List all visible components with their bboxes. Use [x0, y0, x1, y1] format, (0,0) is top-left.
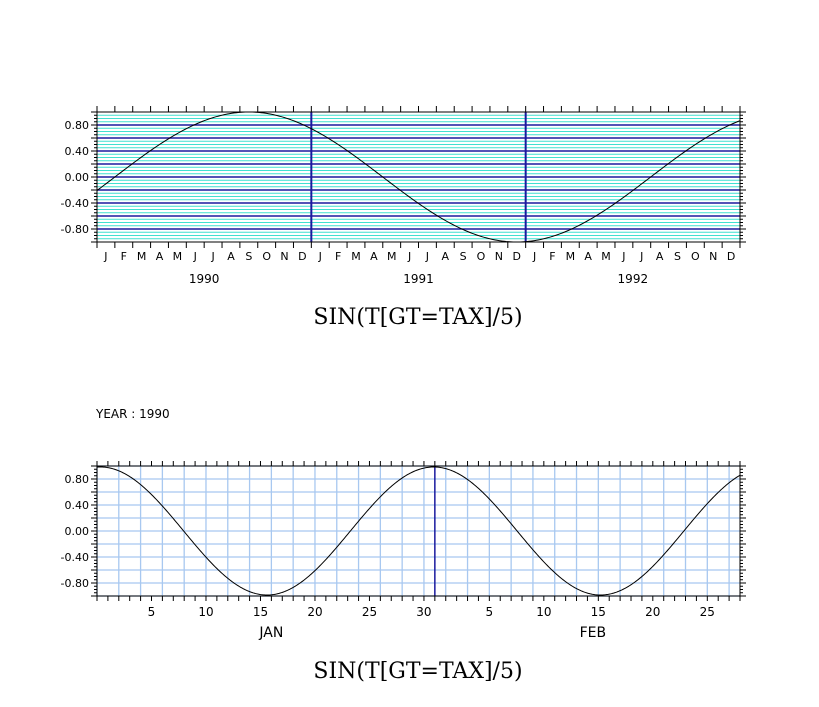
bottom-day-label: 25: [700, 605, 715, 619]
top-month-label: F: [335, 250, 341, 263]
top-month-label: J: [407, 250, 411, 263]
top-plot-frame: [96, 111, 741, 243]
bottom-y-tick-label: 0.00: [65, 525, 90, 538]
bottom-x-axis-month-labels: JAN FEB: [258, 625, 606, 641]
bottom-day-label: 10: [536, 605, 551, 619]
top-year-label: 1991: [403, 272, 434, 286]
top-month-label: S: [674, 250, 681, 263]
bottom-chart: YEAR : 1990 0.80 0.40 0.00 -0.40 -0.80 5 10 15…: [61, 407, 746, 684]
bottom-x-axis-day-labels: 5 10 15 20 25 30 5 10 15 20 25: [148, 605, 715, 619]
bottom-data-line: [96, 466, 741, 596]
bottom-y-axis-labels: 0.80 0.40 0.00 -0.40 -0.80: [61, 473, 89, 590]
top-month-label: D: [512, 250, 520, 263]
top-chart-title: SIN(T[GT=TAX]/5): [313, 305, 522, 330]
bottom-y-tick-label: 0.80: [65, 473, 90, 486]
top-month-label: J: [193, 250, 197, 263]
bottom-day-label: 15: [253, 605, 268, 619]
bottom-y-tick-label: 0.40: [65, 499, 90, 512]
bottom-y-tick-label: -0.80: [61, 577, 89, 590]
top-month-label: N: [280, 250, 288, 263]
top-month-label: M: [351, 250, 361, 263]
top-month-label: M: [387, 250, 397, 263]
top-y-axis-labels: 0.80 0.40 0.00 -0.40 -0.80: [61, 119, 89, 236]
bottom-day-label: 5: [486, 605, 494, 619]
top-y-tick-label: -0.40: [61, 197, 89, 210]
top-month-label: J: [621, 250, 625, 263]
top-y-tick-label: -0.80: [61, 223, 89, 236]
bottom-day-label: 5: [148, 605, 156, 619]
top-month-label: J: [210, 250, 214, 263]
top-month-label: O: [262, 250, 271, 263]
top-month-label: O: [691, 250, 700, 263]
top-month-label: J: [318, 250, 322, 263]
top-month-label: J: [639, 250, 643, 263]
top-month-label: N: [709, 250, 717, 263]
top-month-label: A: [370, 250, 378, 263]
bottom-day-label: 15: [591, 605, 606, 619]
bottom-day-label: 25: [362, 605, 377, 619]
top-month-label: A: [656, 250, 664, 263]
top-x-axis-year-labels: 1990 1991 1992: [189, 272, 648, 286]
top-y-tick-label: 0.40: [65, 145, 90, 158]
top-month-label: M: [566, 250, 576, 263]
bottom-month-label: JAN: [258, 625, 283, 641]
top-year-label: 1990: [189, 272, 220, 286]
bottom-y-tick-label: -0.40: [61, 551, 89, 564]
top-month-label: A: [584, 250, 592, 263]
bottom-day-label: 20: [307, 605, 322, 619]
top-month-label: O: [477, 250, 486, 263]
top-month-label: M: [173, 250, 183, 263]
top-month-label: F: [549, 250, 555, 263]
top-month-label: S: [245, 250, 252, 263]
bottom-ticks: [91, 461, 746, 601]
bottom-month-label: FEB: [580, 625, 607, 641]
top-year-label: 1992: [618, 272, 649, 286]
top-y-tick-label: 0.00: [65, 171, 90, 184]
top-month-label: D: [727, 250, 735, 263]
bottom-day-label: 10: [198, 605, 213, 619]
top-curve: [96, 111, 741, 243]
top-month-label: A: [227, 250, 235, 263]
top-month-label: D: [298, 250, 306, 263]
top-month-label: S: [460, 250, 467, 263]
bottom-day-label: 20: [645, 605, 660, 619]
top-month-label: N: [495, 250, 503, 263]
top-month-label: J: [532, 250, 536, 263]
top-month-label: A: [156, 250, 164, 263]
top-month-label: J: [425, 250, 429, 263]
top-month-label: F: [121, 250, 127, 263]
bottom-grid: [96, 465, 740, 597]
bottom-curve: [96, 466, 741, 596]
top-month-label: J: [103, 250, 107, 263]
top-y-tick-label: 0.80: [65, 119, 90, 132]
top-month-label: M: [601, 250, 611, 263]
top-month-label: M: [137, 250, 147, 263]
bottom-day-label: 30: [416, 605, 431, 619]
year-annotation: YEAR : 1990: [95, 407, 170, 421]
bottom-chart-title: SIN(T[GT=TAX]/5): [313, 659, 522, 684]
top-data-line: [96, 111, 741, 243]
top-month-label: A: [442, 250, 450, 263]
top-grid: [97, 112, 740, 242]
bottom-plot-frame: [96, 465, 741, 597]
